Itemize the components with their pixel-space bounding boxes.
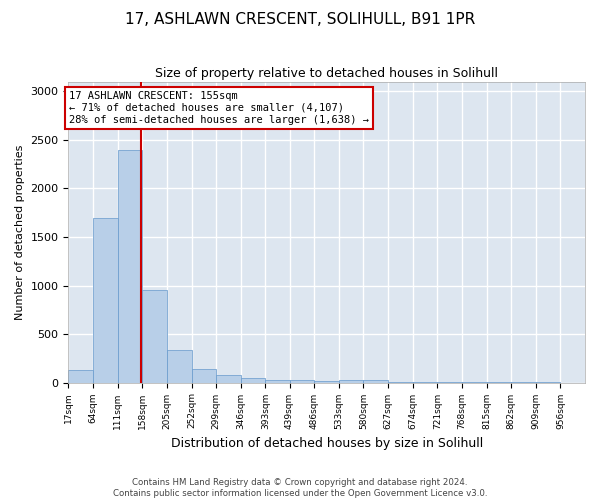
Bar — [93, 218, 118, 382]
Bar — [68, 370, 93, 382]
Text: 17 ASHLAWN CRESCENT: 155sqm
← 71% of detached houses are smaller (4,107)
28% of : 17 ASHLAWN CRESCENT: 155sqm ← 71% of det… — [69, 92, 369, 124]
Bar — [314, 380, 339, 382]
Bar — [142, 290, 167, 382]
Bar — [191, 369, 216, 382]
Bar — [339, 380, 364, 382]
Bar — [364, 380, 388, 382]
Bar — [265, 380, 290, 382]
Title: Size of property relative to detached houses in Solihull: Size of property relative to detached ho… — [155, 68, 498, 80]
Bar — [118, 150, 142, 382]
X-axis label: Distribution of detached houses by size in Solihull: Distribution of detached houses by size … — [170, 437, 483, 450]
Bar — [290, 380, 314, 382]
Y-axis label: Number of detached properties: Number of detached properties — [15, 144, 25, 320]
Bar — [216, 375, 241, 382]
Text: 17, ASHLAWN CRESCENT, SOLIHULL, B91 1PR: 17, ASHLAWN CRESCENT, SOLIHULL, B91 1PR — [125, 12, 475, 28]
Bar — [167, 350, 191, 382]
Bar — [241, 378, 265, 382]
Text: Contains HM Land Registry data © Crown copyright and database right 2024.
Contai: Contains HM Land Registry data © Crown c… — [113, 478, 487, 498]
